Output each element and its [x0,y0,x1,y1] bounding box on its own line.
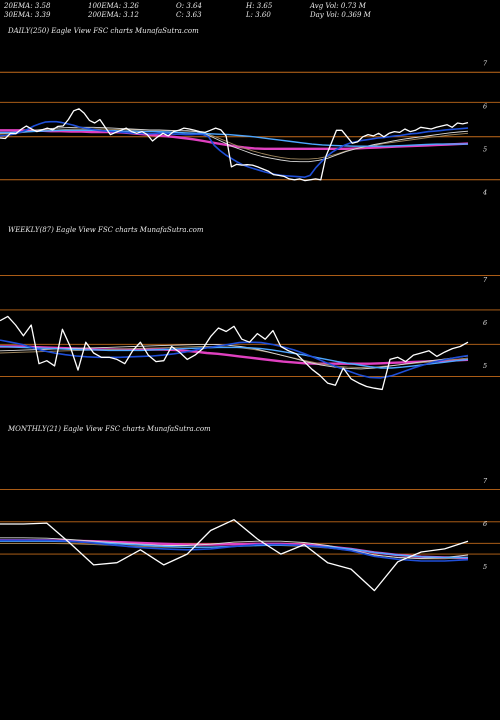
header-row2-item-1: 200EMA: 3.12 [88,11,139,19]
header-row2-item-2: C: 3.63 [176,11,202,19]
header-row1-item-4: Avg Vol: 0.73 M [310,2,366,10]
y-tick-label: 7 [483,276,488,284]
panel-0: 7 6 5 4 [0,60,500,197]
y-tick-label: 6 [483,319,487,327]
series-price-line [0,315,469,391]
header-row2-item-0: 30EMA: 3.39 [4,11,51,19]
series-ema-fast-line [0,120,469,178]
y-tick-label: 7 [483,477,488,485]
panel-1: 7 6 5 [0,275,500,391]
panel-2: 7 6 5 [0,477,500,592]
y-tick-label: 7 [483,60,488,68]
header-row2-item-4: Day Vol: 0.369 M [310,11,371,19]
series-ema-slow-b-line [0,128,469,160]
series-ema-fast-line [0,539,469,562]
series-ema-pink-line [0,129,469,151]
header-row2-item-3: L: 3.60 [246,11,271,19]
y-tick-label: 5 [483,146,487,154]
y-tick-label: 6 [483,520,487,528]
weekly-panel-label: WEEKLY(87) Eagle View FSC charts MunafaS… [8,226,204,234]
series-price-line [0,108,469,182]
y-tick-label: 5 [483,563,487,571]
header-row1-item-0: 20EMA: 3.58 [4,2,51,10]
series-price-line [0,519,469,592]
y-tick-label: 4 [482,189,487,197]
header-row1-item-3: H: 3.65 [246,2,273,10]
series-ema-fast-line [0,339,469,379]
series-ema-mid-line [0,129,468,147]
series-ema-slow-a-line [0,343,469,370]
header-row1-item-2: O: 3.64 [176,2,202,10]
daily-panel-label: DAILY(250) Eagle View FSC charts MunafaS… [8,27,199,35]
header-row1-item-1: 100EMA: 3.26 [88,2,139,10]
series-ema-slow-a-line [0,537,469,559]
monthly-panel-label: MONTHLY(21) Eagle View FSC charts Munafa… [8,425,211,433]
y-tick-label: 6 [483,103,487,111]
y-tick-label: 5 [483,362,487,370]
series-ema-mid-line [0,345,469,369]
